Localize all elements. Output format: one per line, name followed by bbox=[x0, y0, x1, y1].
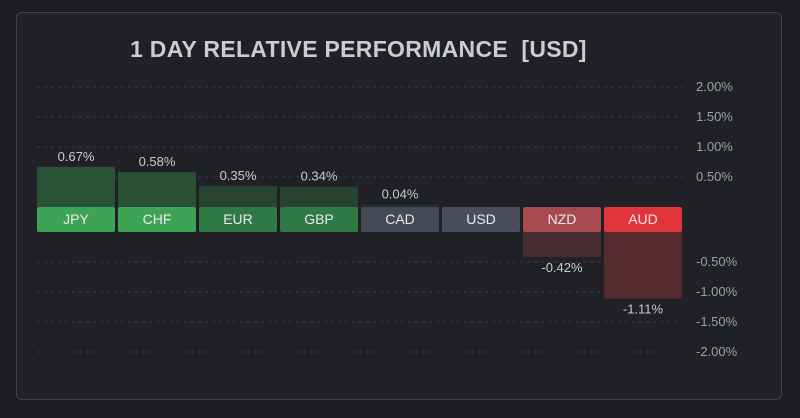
category-strip-chf bbox=[118, 207, 196, 232]
category-label-cad: CAD bbox=[385, 211, 415, 227]
bar-gbp bbox=[280, 186, 358, 207]
y-tick-label: 2.00% bbox=[696, 79, 733, 94]
value-label-nzd: -0.42% bbox=[541, 260, 583, 275]
category-strip-usd bbox=[442, 207, 520, 232]
category-label-eur: EUR bbox=[223, 211, 253, 227]
category-strip-cad bbox=[361, 207, 439, 232]
y-tick-label: 1.00% bbox=[696, 139, 733, 154]
y-tick-label: -1.50% bbox=[696, 314, 738, 329]
category-label-chf: CHF bbox=[143, 211, 172, 227]
category-label-nzd: NZD bbox=[548, 211, 577, 227]
value-label-chf: 0.58% bbox=[139, 154, 176, 169]
y-tick-label: -0.50% bbox=[696, 254, 738, 269]
value-label-cad: 0.04% bbox=[382, 187, 419, 202]
bar-chf bbox=[118, 172, 196, 207]
category-strip-gbp bbox=[280, 207, 358, 232]
y-tick-label: 1.50% bbox=[696, 109, 733, 124]
category-label-jpy: JPY bbox=[63, 211, 89, 227]
category-strip-eur bbox=[199, 207, 277, 232]
category-label-aud: AUD bbox=[628, 211, 658, 227]
y-tick-label: -2.00% bbox=[696, 344, 738, 359]
bar-nzd bbox=[523, 232, 601, 258]
bar-jpy bbox=[37, 166, 115, 207]
value-label-gbp: 0.34% bbox=[301, 169, 338, 184]
bar-eur bbox=[199, 186, 277, 207]
category-strip-aud bbox=[604, 207, 682, 232]
y-tick-label: -1.00% bbox=[696, 284, 738, 299]
y-tick-label: 0.50% bbox=[696, 169, 733, 184]
category-label-usd: USD bbox=[466, 211, 496, 227]
chart-title: 1 DAY RELATIVE PERFORMANCE [USD] bbox=[130, 36, 587, 62]
value-label-eur: 0.35% bbox=[220, 168, 257, 183]
category-strip-jpy bbox=[37, 207, 115, 232]
bar-cad bbox=[361, 204, 439, 207]
bar-aud bbox=[604, 232, 682, 299]
category-strip-nzd bbox=[523, 207, 601, 232]
category-label-gbp: GBP bbox=[304, 211, 334, 227]
value-label-jpy: 0.67% bbox=[58, 149, 95, 164]
value-label-aud: -1.11% bbox=[623, 302, 664, 317]
